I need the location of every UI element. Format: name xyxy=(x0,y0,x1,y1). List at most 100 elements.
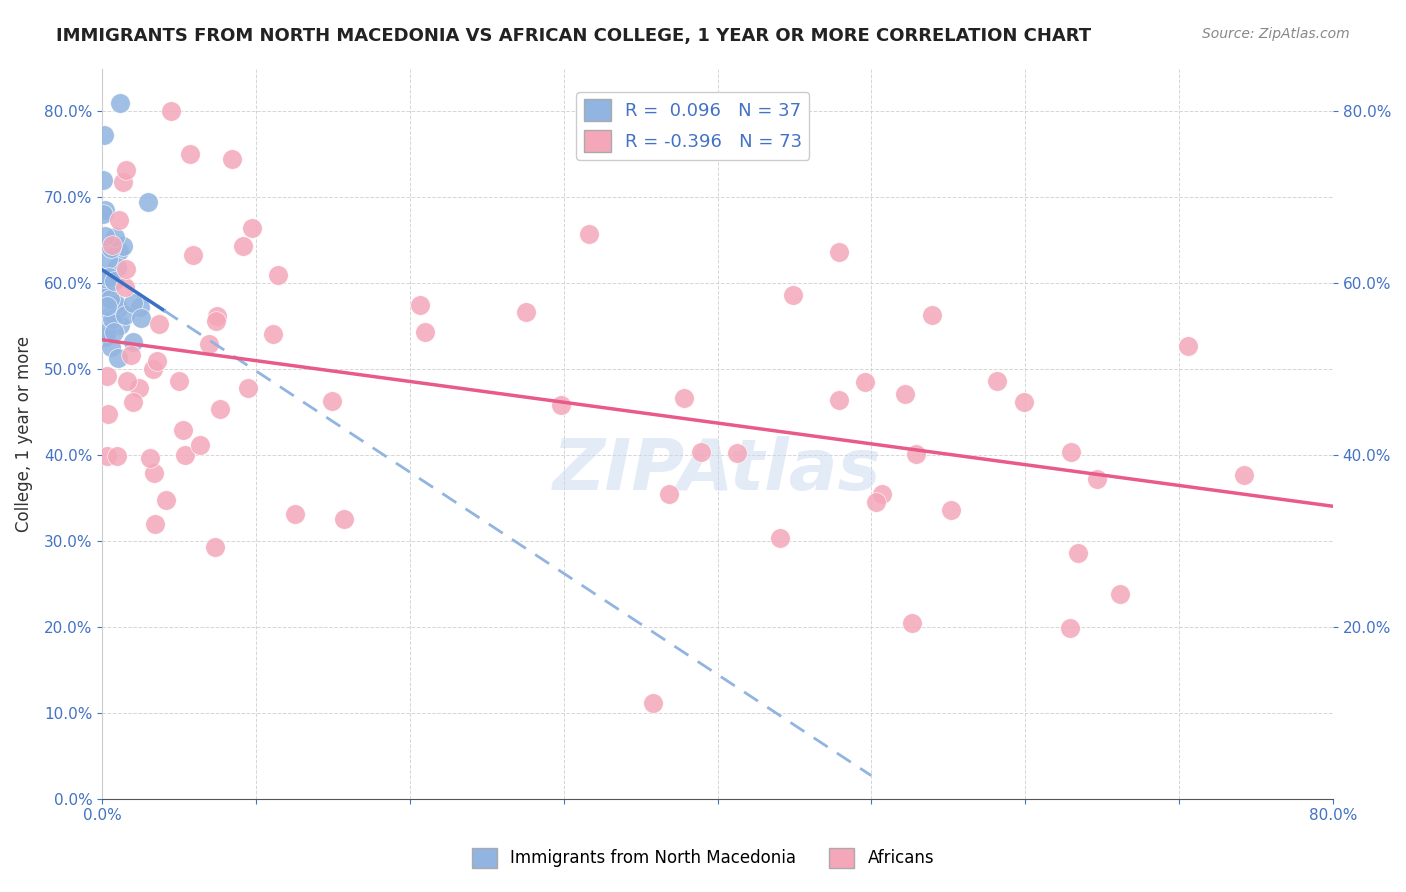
Point xyxy=(103,312,125,326)
Point xyxy=(107,351,129,365)
Point xyxy=(321,394,343,409)
Point xyxy=(91,173,114,187)
Point xyxy=(96,325,118,339)
Point xyxy=(112,175,135,189)
Point xyxy=(828,393,851,408)
Point xyxy=(266,268,288,282)
Point xyxy=(413,325,436,339)
Point xyxy=(107,301,129,316)
Point xyxy=(96,449,118,463)
Point xyxy=(1067,547,1090,561)
Point xyxy=(333,511,356,525)
Point xyxy=(550,398,572,412)
Point xyxy=(148,318,170,332)
Point xyxy=(221,152,243,166)
Point xyxy=(905,447,928,461)
Point xyxy=(100,308,122,322)
Point xyxy=(204,541,226,555)
Point xyxy=(93,202,115,217)
Point xyxy=(108,213,131,227)
Point xyxy=(769,531,792,545)
Point xyxy=(853,375,876,389)
Point xyxy=(643,697,665,711)
Point xyxy=(725,446,748,460)
Point xyxy=(205,309,228,323)
Point xyxy=(100,340,122,354)
Point xyxy=(101,238,124,252)
Point xyxy=(1177,339,1199,353)
Point xyxy=(262,326,284,341)
Point xyxy=(172,423,194,437)
Point xyxy=(672,392,695,406)
Point xyxy=(103,326,125,340)
Text: Source: ZipAtlas.com: Source: ZipAtlas.com xyxy=(1202,27,1350,41)
Point xyxy=(111,239,134,253)
Point xyxy=(105,260,128,274)
Point xyxy=(122,395,145,409)
Text: ZIPAtlas: ZIPAtlas xyxy=(554,435,882,505)
Point xyxy=(782,288,804,302)
Point xyxy=(1012,394,1035,409)
Point xyxy=(1059,621,1081,635)
Point xyxy=(122,334,145,349)
Point xyxy=(94,229,117,244)
Point xyxy=(96,369,118,384)
Point xyxy=(100,241,122,255)
Point xyxy=(870,486,893,500)
Point xyxy=(143,466,166,480)
Point xyxy=(179,147,201,161)
Point xyxy=(658,487,681,501)
Point xyxy=(1108,587,1130,601)
Point xyxy=(986,374,1008,388)
Point xyxy=(105,297,128,311)
Point xyxy=(110,95,132,110)
Point xyxy=(101,312,124,326)
Point xyxy=(1059,444,1081,458)
Legend: R =  0.096   N = 37, R = -0.396   N = 73: R = 0.096 N = 37, R = -0.396 N = 73 xyxy=(576,92,810,160)
Point xyxy=(894,386,917,401)
Point xyxy=(108,244,131,258)
Point xyxy=(188,437,211,451)
Point xyxy=(139,451,162,466)
Point xyxy=(93,271,115,285)
Point xyxy=(120,348,142,362)
Point xyxy=(97,252,120,266)
Point xyxy=(96,299,118,313)
Point xyxy=(104,307,127,321)
Point xyxy=(167,374,190,388)
Point xyxy=(181,248,204,262)
Point xyxy=(138,195,160,210)
Point xyxy=(93,279,115,293)
Point xyxy=(93,128,115,143)
Point xyxy=(128,381,150,395)
Point xyxy=(108,318,131,333)
Point xyxy=(578,227,600,241)
Point xyxy=(107,449,129,463)
Point xyxy=(159,104,181,119)
Point xyxy=(240,221,263,235)
Point xyxy=(142,362,165,376)
Point xyxy=(115,162,138,177)
Point xyxy=(238,381,260,395)
Point xyxy=(129,300,152,314)
Point xyxy=(921,308,943,322)
Point xyxy=(409,298,432,312)
Point xyxy=(122,295,145,310)
Point xyxy=(1233,468,1256,483)
Point xyxy=(98,292,121,306)
Point xyxy=(91,207,114,221)
Text: IMMIGRANTS FROM NORTH MACEDONIA VS AFRICAN COLLEGE, 1 YEAR OR MORE CORRELATION C: IMMIGRANTS FROM NORTH MACEDONIA VS AFRIC… xyxy=(56,27,1091,45)
Point xyxy=(690,445,713,459)
Point xyxy=(94,330,117,344)
Point xyxy=(155,493,177,508)
Point xyxy=(104,229,127,244)
Point xyxy=(205,314,228,328)
Point xyxy=(828,245,851,260)
Point xyxy=(146,354,169,368)
Point xyxy=(114,279,136,293)
Point xyxy=(284,508,307,522)
Point xyxy=(94,283,117,297)
Point xyxy=(208,402,231,417)
Point xyxy=(1085,472,1108,486)
Point xyxy=(115,374,138,388)
